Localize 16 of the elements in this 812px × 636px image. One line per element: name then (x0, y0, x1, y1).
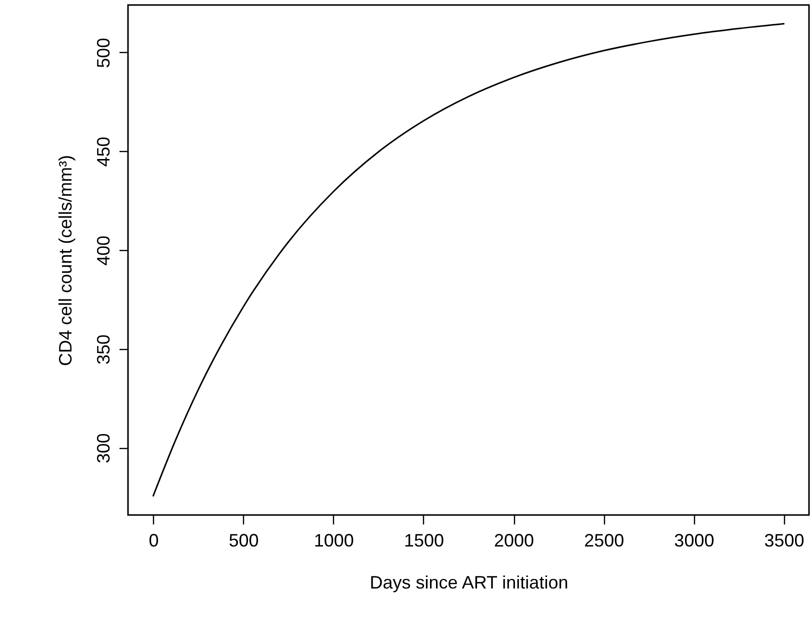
x-tick-label: 2500 (584, 530, 624, 550)
y-tick-label: 400 (94, 236, 114, 266)
y-tick-label: 450 (94, 136, 114, 167)
x-tick-label: 0 (148, 530, 159, 550)
y-tick-label: 500 (94, 38, 114, 68)
y-axis-title: CD4 cell count (cells/mm³) (56, 154, 76, 366)
line-series (152, 23, 785, 497)
x-tick-label: 1000 (314, 530, 354, 550)
y-tick-label: 350 (94, 334, 114, 364)
x-tick-label: 1500 (404, 530, 444, 550)
x-axis-title: Days since ART initiation (370, 572, 568, 592)
x-tick-label: 500 (228, 530, 259, 550)
x-tick-label: 3000 (674, 530, 714, 550)
x-tick-label: 3500 (764, 530, 804, 550)
x-tick-label: 2000 (494, 530, 534, 550)
y-tick-label: 300 (94, 433, 114, 464)
